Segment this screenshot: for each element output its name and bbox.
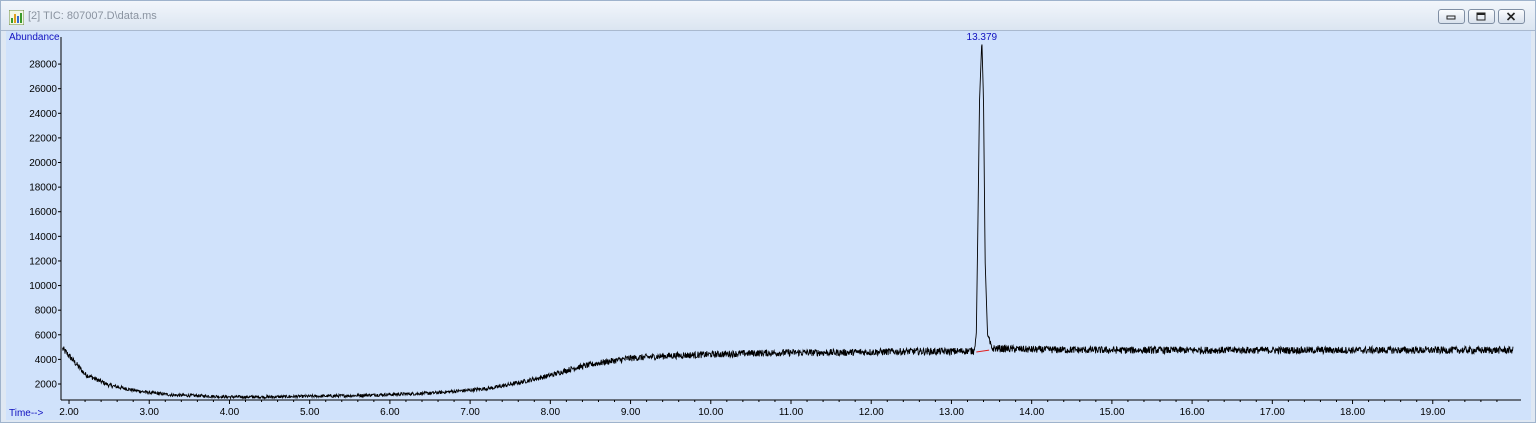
tic-trace xyxy=(62,44,1514,401)
axes xyxy=(60,37,1521,401)
x-tick-label: 10.00 xyxy=(698,407,723,418)
y-tick-label: 24000 xyxy=(29,109,57,120)
restore-icon xyxy=(1476,12,1486,21)
x-tick-label: 4.00 xyxy=(220,407,240,418)
chromatogram-chart: 2000 4000 6000 8000 10000 12000 14000 16000 1800… xyxy=(9,32,1521,419)
x-ticks: 2.00 3.00 4.00 5.00 6.00 7.00 8.00 9.00 10.00 11.… xyxy=(59,400,1498,418)
window-title: [2] TIC: 807007.D\data.ms xyxy=(28,10,157,22)
y-tick-label: 22000 xyxy=(29,133,57,144)
x-tick-label: 9.00 xyxy=(621,407,641,418)
close-icon xyxy=(1506,12,1516,21)
y-tick-label: 8000 xyxy=(35,306,58,317)
minimize-icon xyxy=(1446,15,1456,20)
y-tick-label: 4000 xyxy=(35,355,58,366)
x-tick-label: 5.00 xyxy=(300,407,320,418)
x-tick-label: 11.00 xyxy=(779,407,804,418)
x-tick-label: 14.00 xyxy=(1019,407,1044,418)
x-tick-label: 2.00 xyxy=(59,407,79,418)
restore-button[interactable] xyxy=(1468,9,1495,24)
y-tick-label: 6000 xyxy=(35,330,58,341)
spectrum-app-icon xyxy=(9,10,24,25)
peak-label: 13.379 xyxy=(967,32,998,43)
y-ticks: 2000 4000 6000 8000 10000 12000 14000 16000 1800… xyxy=(29,60,61,391)
y-tick-label: 14000 xyxy=(29,232,57,243)
peak-baseline-marker xyxy=(976,349,990,353)
y-axis-label: Abundance xyxy=(9,32,60,43)
close-button[interactable] xyxy=(1498,9,1525,24)
y-tick-label: 20000 xyxy=(29,158,57,169)
x-tick-label: 18.00 xyxy=(1340,407,1365,418)
x-tick-label: 12.00 xyxy=(859,407,884,418)
y-tick-label: 18000 xyxy=(29,183,57,194)
y-tick-label: 28000 xyxy=(29,60,57,71)
x-tick-label: 6.00 xyxy=(380,407,400,418)
y-tick-label: 26000 xyxy=(29,84,57,95)
y-tick-label: 16000 xyxy=(29,207,57,218)
x-tick-label: 7.00 xyxy=(460,407,480,418)
x-axis-label: Time--> xyxy=(9,408,44,419)
x-tick-label: 13.00 xyxy=(939,407,964,418)
y-tick-label: 12000 xyxy=(29,256,57,267)
y-tick-label: 10000 xyxy=(29,281,57,292)
y-tick-label: 2000 xyxy=(35,380,58,391)
title-bar[interactable]: [2] TIC: 807007.D\data.ms xyxy=(1,1,1535,31)
minimize-button[interactable] xyxy=(1438,9,1465,24)
x-tick-label: 3.00 xyxy=(140,407,160,418)
x-tick-label: 19.00 xyxy=(1420,407,1445,418)
x-tick-label: 8.00 xyxy=(541,407,561,418)
x-tick-label: 17.00 xyxy=(1260,407,1285,418)
x-tick-label: 15.00 xyxy=(1099,407,1124,418)
x-tick-label: 16.00 xyxy=(1180,407,1205,418)
